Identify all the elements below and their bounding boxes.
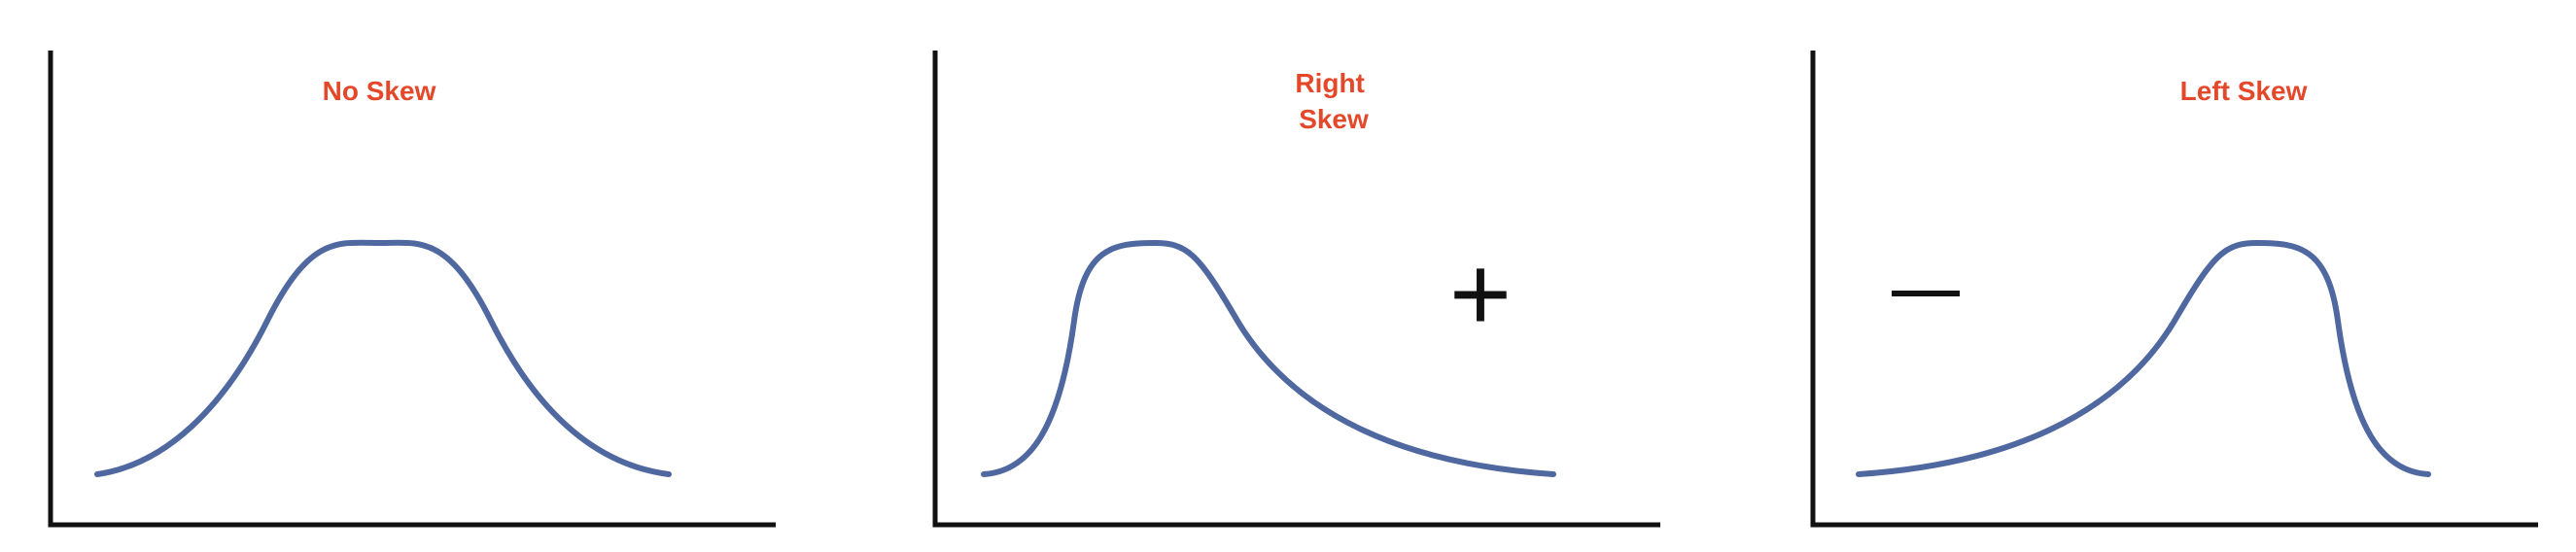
distribution-curve — [94, 239, 672, 477]
distribution-curve — [981, 240, 1556, 477]
distribution-curve — [1856, 240, 2431, 477]
plus-sign: + — [1449, 234, 1512, 354]
panel-title-line-2: Skew — [1299, 104, 1369, 134]
panel-right-skew: Right Skew + — [932, 51, 1660, 528]
panel-left-skew: Left Skew — [1810, 51, 2538, 528]
panel-title-line: Left Skew — [2180, 76, 2308, 106]
panel-title: Right Skew — [1295, 68, 1372, 134]
panel-title-line-1: Right — [1295, 68, 1365, 98]
panel-title-line: No Skew — [323, 76, 436, 106]
panel-title: Left Skew — [2180, 76, 2308, 106]
panel-title: No Skew — [323, 76, 436, 106]
panel-no-skew: No Skew — [48, 51, 776, 528]
